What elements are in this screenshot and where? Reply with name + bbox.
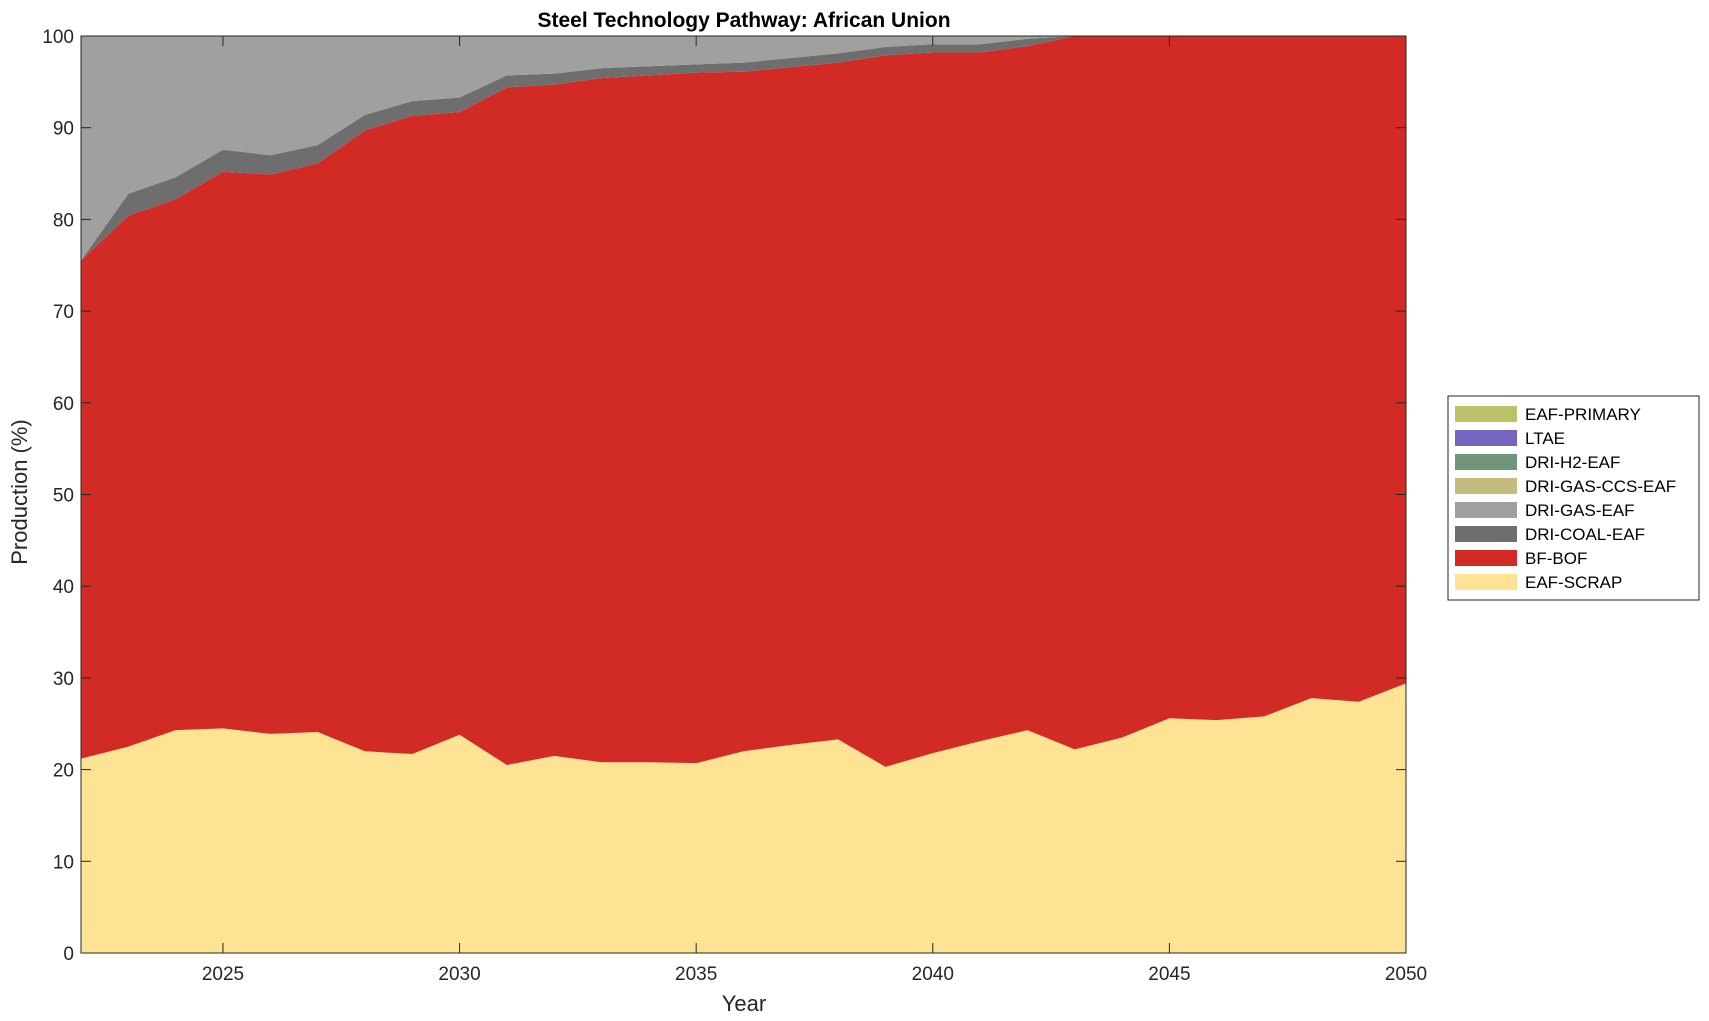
legend-swatch-eaf-primary (1455, 406, 1517, 422)
area-bf-bof (81, 36, 1406, 767)
legend-swatch-dri-gas-eaf (1455, 502, 1517, 518)
x-tick-label: 2030 (438, 964, 480, 985)
x-tick-label: 2045 (1148, 964, 1190, 985)
area-dri-gas-eaf (81, 36, 1406, 261)
plot-area: 2025 2030 2035 2040 2045 20500102030405060708… (42, 27, 1427, 985)
legend: EAF-PRIMARY LTAE DRI-H2-EAF DRI-GAS-CCS-EAF… (1447, 395, 1700, 601)
x-tick-label: 2035 (675, 964, 717, 985)
legend-label-eaf-scrap: EAF-SCRAP (1525, 573, 1622, 592)
legend-swatch-eaf-scrap (1455, 574, 1517, 590)
y-tick-label: 0 (63, 944, 74, 965)
y-tick-label: 40 (53, 577, 74, 598)
y-tick-label: 50 (53, 486, 74, 507)
x-tick-label: 2025 (202, 964, 244, 985)
area-eaf-scrap (81, 683, 1406, 953)
legend-box (1447, 395, 1700, 601)
y-tick-label: 70 (53, 302, 74, 323)
legend-label-ltae: LTAE (1525, 429, 1565, 448)
x-tick-label: 2050 (1385, 964, 1427, 985)
y-tick-label: 90 (53, 119, 74, 140)
y-tick-label: 80 (53, 210, 74, 231)
y-axis-title: Production (%) (7, 419, 32, 565)
legend-swatch-ltae (1455, 430, 1517, 446)
chart-title: Steel Technology Pathway: African Union (537, 9, 950, 32)
x-axis-title: Year (722, 991, 766, 1016)
y-tick-label: 20 (53, 761, 74, 782)
y-tick-label: 60 (53, 394, 74, 415)
y-tick-label: 30 (53, 669, 74, 690)
legend-swatch-bf-bof (1455, 550, 1517, 566)
legend-label-dri-gas-ccs-eaf: DRI-GAS-CCS-EAF (1525, 477, 1676, 496)
legend-label-eaf-primary: EAF-PRIMARY (1525, 405, 1641, 424)
legend-swatch-dri-h2-eaf (1455, 454, 1517, 470)
legend-label-bf-bof: BF-BOF (1525, 549, 1587, 568)
axes-layer: 2025 2030 2035 2040 2045 20500102030405060708… (42, 27, 1427, 985)
x-tick-label: 2040 (912, 964, 954, 985)
y-tick-label: 100 (42, 27, 74, 48)
legend-swatch-dri-coal-eaf (1455, 526, 1517, 542)
areas-layer (81, 36, 1406, 953)
legend-label-dri-h2-eaf: DRI-H2-EAF (1525, 453, 1620, 472)
y-tick-label: 10 (53, 852, 74, 873)
legend-label-dri-coal-eaf: DRI-COAL-EAF (1525, 525, 1645, 544)
legend-label-dri-gas-eaf: DRI-GAS-EAF (1525, 501, 1635, 520)
legend-swatch-dri-gas-ccs-eaf (1455, 478, 1517, 494)
